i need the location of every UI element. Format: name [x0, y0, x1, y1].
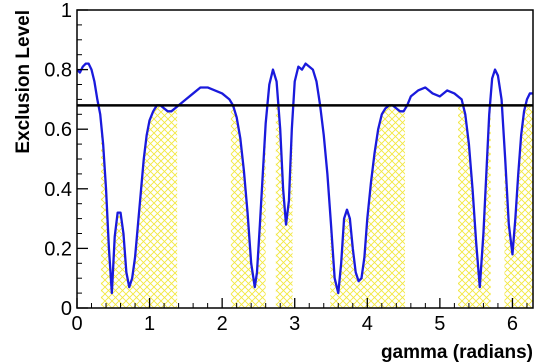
y-axis-ticks: 0 0.2 0.4 0.6 0.8 1 [44, 0, 88, 320]
y-tick-label: 0.4 [44, 179, 72, 201]
excluded-regions [100, 105, 533, 308]
x-tick-label: 6 [507, 313, 518, 335]
x-tick-label: 0 [71, 313, 82, 335]
y-tick-label: 0 [61, 298, 72, 320]
x-tick-label: 2 [217, 313, 228, 335]
y-tick-label: 1 [61, 0, 72, 22]
excluded-region-0 [100, 105, 178, 308]
excluded-region-5 [504, 105, 533, 308]
x-axis-ticks: 0 1 2 3 4 5 6 [71, 298, 528, 335]
y-tick-label: 0.8 [44, 60, 72, 82]
y-tick-label: 0.2 [44, 238, 72, 260]
curve-layer [77, 62, 533, 295]
y-axis-title: Exclusion Level [13, 10, 34, 154]
x-tick-label: 1 [144, 313, 155, 335]
x-axis-title: gamma (radians) [381, 342, 533, 363]
y-tick-label: 0.6 [44, 119, 72, 141]
x-tick-label: 5 [434, 313, 445, 335]
x-tick-label: 4 [362, 313, 373, 335]
excluded-region-1 [230, 105, 266, 308]
exclusion-curve [77, 62, 533, 295]
x-tick-label: 3 [289, 313, 300, 335]
excluded-region-3 [330, 105, 406, 308]
